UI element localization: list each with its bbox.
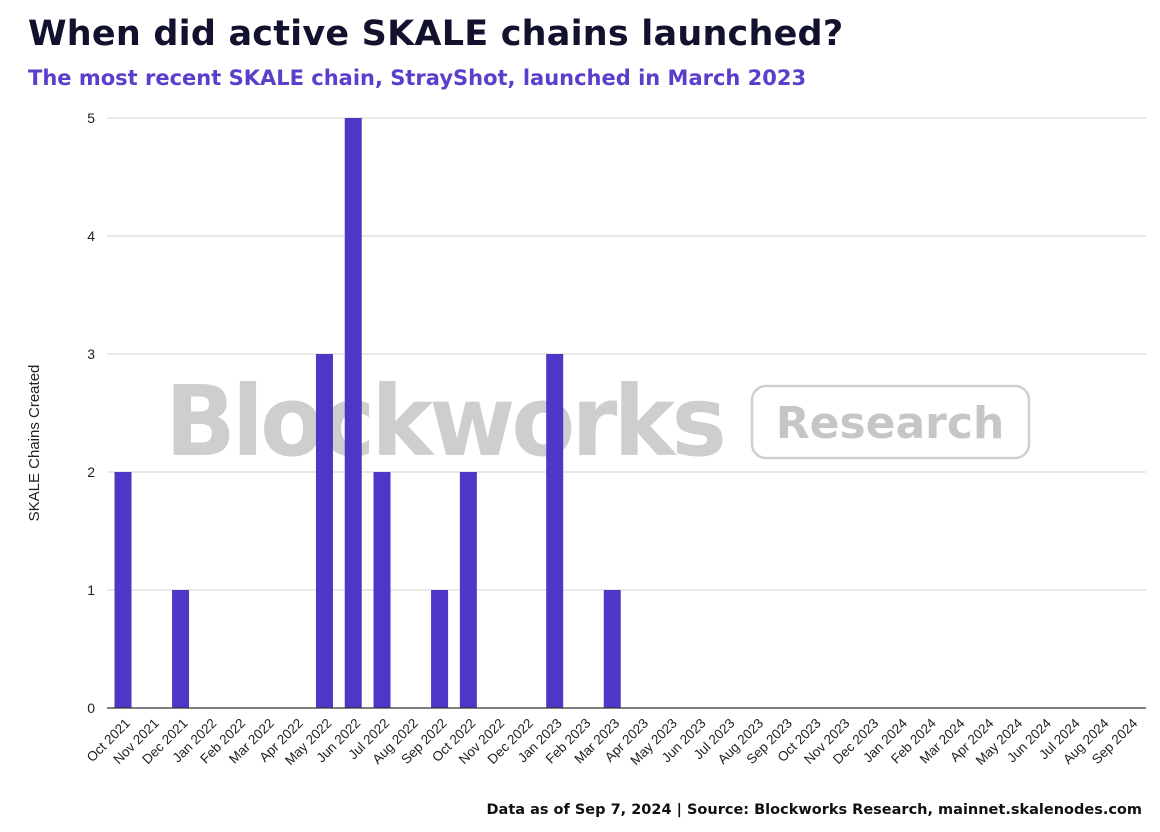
bar bbox=[344, 118, 362, 708]
bars bbox=[114, 118, 621, 708]
y-tick-label: 4 bbox=[87, 228, 95, 244]
bar bbox=[546, 354, 564, 708]
watermark-tag: Research bbox=[776, 398, 1005, 449]
bar bbox=[459, 472, 477, 708]
watermark: Blockworks Research bbox=[165, 365, 1031, 478]
gridlines bbox=[107, 117, 1146, 591]
bar bbox=[431, 590, 449, 708]
y-axis-ticks: 0 1 2 3 4 5 bbox=[87, 110, 95, 716]
chart-subtitle: The most recent SKALE chain, StrayShot, … bbox=[28, 66, 807, 90]
bar bbox=[114, 472, 132, 708]
source-footer: Data as of Sep 7, 2024 | Source: Blockwo… bbox=[486, 802, 1143, 818]
bar bbox=[315, 354, 333, 708]
bar bbox=[603, 590, 621, 708]
y-tick-label: 3 bbox=[87, 346, 95, 362]
y-tick-label: 1 bbox=[87, 582, 95, 598]
watermark-brand: Blockworks bbox=[165, 365, 723, 478]
bar bbox=[172, 590, 190, 708]
y-axis-label: SKALE Chains Created bbox=[26, 365, 43, 522]
y-tick-label: 5 bbox=[87, 110, 95, 126]
y-tick-label: 2 bbox=[87, 464, 95, 480]
chart-title: When did active SKALE chains launched? bbox=[28, 14, 844, 54]
bar bbox=[373, 472, 391, 708]
y-tick-label: 0 bbox=[87, 700, 95, 716]
watermark-badge bbox=[750, 384, 1031, 460]
